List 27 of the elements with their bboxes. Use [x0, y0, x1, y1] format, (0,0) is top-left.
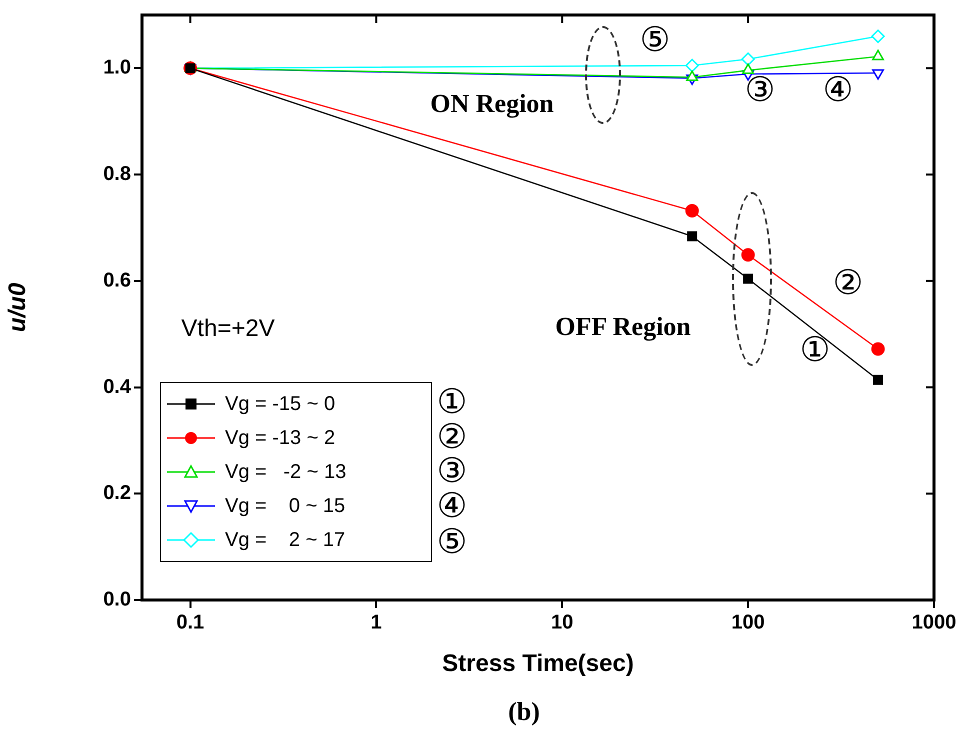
y-axis-title: u/u0	[4, 282, 32, 332]
legend-label: Vg = -2 ~ 13	[225, 460, 346, 484]
annotation: ①	[800, 330, 830, 370]
x-tick-label: 1	[370, 612, 382, 634]
annotation: ④	[822, 70, 854, 110]
y-tick-label: 0.8	[103, 163, 131, 186]
annotation: ②	[832, 263, 864, 303]
text: (b)	[508, 697, 540, 727]
y-tick-label: 1.0	[103, 56, 131, 79]
annotation: ③	[744, 70, 776, 110]
y-tick-label: 0.0	[103, 588, 131, 611]
annotation: ⑤	[640, 20, 670, 60]
x-tick-label: 100	[731, 612, 765, 634]
y-tick-label: 0.2	[103, 482, 131, 504]
legend-label: Vg = 0 ~ 15	[225, 494, 346, 518]
annotation: ON Region	[430, 89, 554, 119]
annotation: OFF Region	[555, 312, 691, 342]
x-tick-label: 10	[551, 612, 574, 634]
legend-label: Vg = -15 ~ 0	[225, 392, 336, 416]
x-tick-label: 1000	[912, 612, 956, 634]
x-axis-title: Stress Time(sec)	[442, 650, 634, 678]
y-tick-label: 0.6	[103, 269, 131, 292]
legend-label: Vg = -13 ~ 2	[225, 426, 336, 450]
x-tick-label: 0.1	[176, 612, 204, 634]
annotation: Vth=+2V	[181, 315, 275, 342]
y-tick-label: 0.4	[103, 376, 132, 398]
legend-label: Vg = 2 ~ 17	[225, 528, 346, 552]
